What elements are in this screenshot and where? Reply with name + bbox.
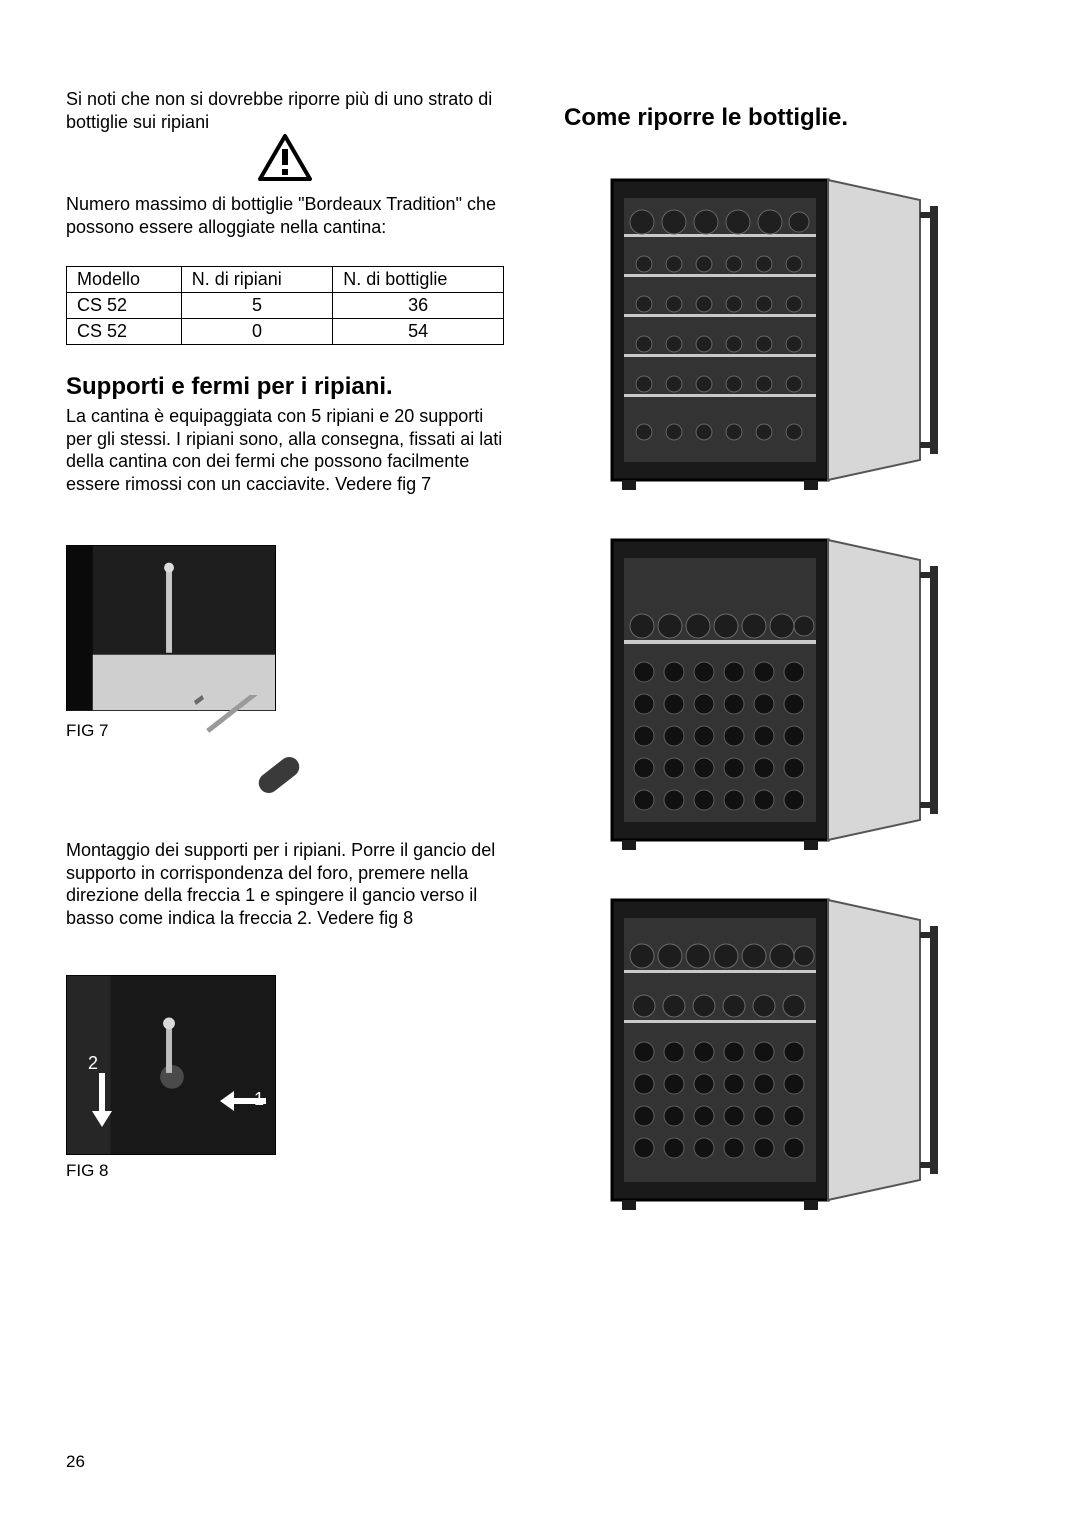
cell-model: CS 52 (67, 293, 182, 319)
screwdriver-icon (186, 695, 306, 805)
supports-text: La cantina è equipaggiata con 5 ripiani … (66, 405, 504, 495)
max-bottles-text: Numero massimo di bottiglie "Bordeaux Tr… (66, 193, 504, 238)
heading-supports: Supporti e fermi per i ripiani. (66, 373, 504, 401)
table-row: CS 52 0 54 (67, 319, 504, 345)
th-shelves: N. di ripiani (181, 267, 333, 293)
table-row: CS 52 5 36 (67, 293, 504, 319)
fig7-photo (66, 545, 276, 711)
fig7-block: FIG 7 (66, 545, 316, 805)
cell-bottles: 36 (333, 293, 504, 319)
cell-shelves: 5 (181, 293, 333, 319)
page-number: 26 (66, 1452, 85, 1472)
cell-bottles: 54 (333, 319, 504, 345)
cell-model: CS 52 (67, 319, 182, 345)
fig8-number-2: 2 (88, 1053, 98, 1074)
fig7-label: FIG 7 (66, 721, 109, 741)
wine-cooler-illustration-2 (604, 532, 954, 852)
wine-cooler-illustration-1 (604, 172, 954, 492)
table-header-row: Modello N. di ripiani N. di bottiglie (67, 267, 504, 293)
fig8-label: FIG 8 (66, 1161, 504, 1181)
th-bottles: N. di bottiglie (333, 267, 504, 293)
cell-shelves: 0 (181, 319, 333, 345)
mounting-text: Montaggio dei supporti per i ripiani. Po… (66, 839, 504, 929)
model-table: Modello N. di ripiani N. di bottiglie CS… (66, 266, 504, 345)
note-text: Si noti che non si dovrebbe riporre più … (66, 88, 504, 133)
wine-cooler-illustration-3 (604, 892, 954, 1212)
th-model: Modello (67, 267, 182, 293)
heading-storage: Come riporre le bottiglie. (564, 104, 1004, 132)
arrow-down-icon (92, 1073, 112, 1127)
warning-icon (257, 133, 313, 183)
arrow-left-icon (220, 1091, 266, 1111)
fig8-block: 2 1 FIG 8 (66, 975, 504, 1181)
